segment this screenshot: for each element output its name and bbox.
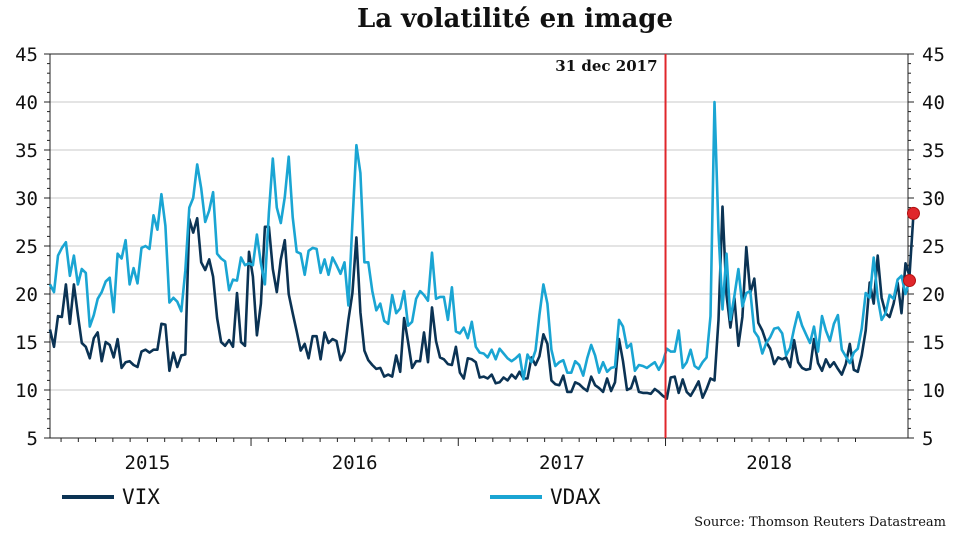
- annotation-label: 31 dec 2017: [555, 57, 657, 75]
- y-tick-label-right: 20: [922, 284, 945, 306]
- y-tick-label-left: 25: [15, 236, 38, 258]
- y-tick-label-left: 45: [15, 44, 38, 66]
- chart-title: La volatilité en image: [356, 4, 674, 34]
- y-tick-label-right: 35: [922, 140, 945, 162]
- series-line-vdax: [48, 100, 911, 381]
- y-tick-label-right: 40: [922, 92, 945, 114]
- annotation-layer: 31 dec 2017: [555, 54, 667, 438]
- x-tick-label: 2015: [125, 452, 171, 474]
- y-tick-label-right: 5: [922, 428, 933, 450]
- y-tick-label-left: 10: [15, 380, 38, 402]
- axis-layer: 5 5 10 10 15 15 20 20 25 25 30 30 35 35 40 40 45 45 2015 20…: [15, 44, 945, 474]
- end-marker-vdax: [902, 274, 916, 288]
- series-line-vix: [48, 205, 915, 400]
- y-tick-label-right: 25: [922, 236, 945, 258]
- series-layer: [48, 100, 920, 400]
- y-tick-label-left: 5: [27, 428, 38, 450]
- legend-label-vix: VIX: [122, 485, 160, 509]
- x-tick-label: 2017: [539, 452, 585, 474]
- y-tick-label-right: 30: [922, 188, 945, 210]
- legend: VIX VDAX: [62, 485, 601, 509]
- x-tick-label: 2018: [746, 452, 792, 474]
- y-tick-label-left: 35: [15, 140, 38, 162]
- y-tick-label-left: 40: [15, 92, 38, 114]
- y-tick-label-right: 10: [922, 380, 945, 402]
- y-tick-label-left: 20: [15, 284, 38, 306]
- y-tick-label-left: 30: [15, 188, 38, 210]
- grid-layer: [50, 53, 908, 439]
- legend-label-vdax: VDAX: [550, 485, 601, 509]
- source-note: Source: Thomson Reuters Datastream: [694, 515, 946, 530]
- y-tick-label-right: 15: [922, 332, 945, 354]
- y-tick-label-left: 15: [15, 332, 38, 354]
- end-marker-vix: [906, 206, 920, 220]
- y-tick-label-right: 45: [922, 44, 945, 66]
- x-tick-label: 2016: [332, 452, 378, 474]
